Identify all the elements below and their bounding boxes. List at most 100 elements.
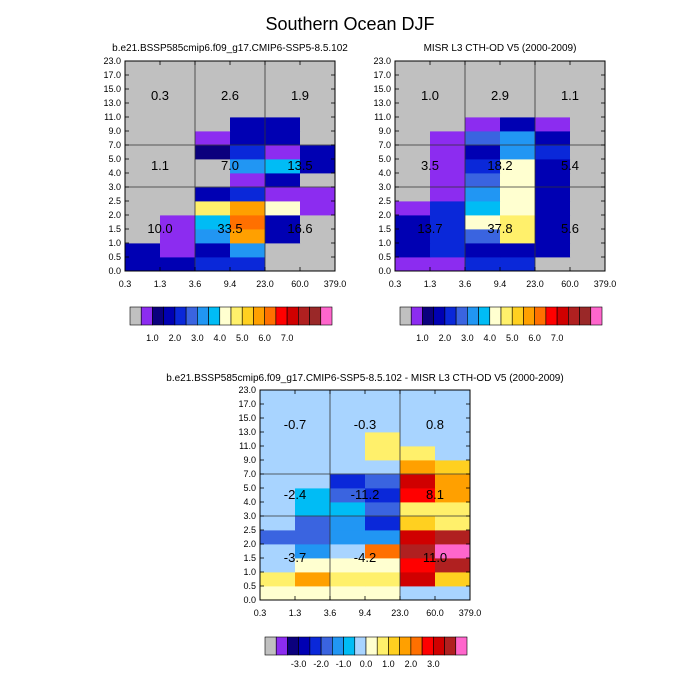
region-value-label: 7.0: [221, 158, 239, 173]
region-value-label: -0.7: [284, 417, 306, 432]
colorbar-swatch: [343, 636, 356, 656]
heatmap-cell: [465, 187, 501, 202]
heatmap-cell: [535, 145, 571, 160]
heatmap-cell: [430, 117, 466, 132]
colorbar-swatch: [365, 636, 378, 656]
heatmap-cell: [195, 229, 231, 244]
y-tick-label: 2.0: [378, 210, 391, 220]
y-tick-label: 11.0: [239, 441, 256, 451]
heatmap-cell: [570, 117, 606, 132]
region-value-label: -0.3: [354, 417, 376, 432]
heatmap-cell: [435, 418, 471, 433]
heatmap-cell: [330, 516, 366, 531]
heatmap-cell: [400, 516, 436, 531]
heatmap-cell: [570, 61, 606, 76]
heatmap-cell: [435, 404, 471, 419]
y-tick-label: 1.0: [108, 238, 121, 248]
heatmap-cell: [265, 89, 301, 104]
heatmap-cell: [160, 243, 196, 258]
colorbar-label: 2.0: [169, 333, 182, 343]
colorbar-swatch: [455, 306, 468, 326]
heatmap-cell: [230, 173, 266, 188]
region-value-label: 13.5: [287, 158, 312, 173]
colorbar-swatch: [286, 306, 299, 326]
colorbar-swatch: [241, 306, 254, 326]
y-tick-label: 1.5: [243, 553, 256, 563]
heatmap-cell: [365, 544, 401, 559]
heatmap-cell: [365, 390, 401, 405]
heatmap-cell: [230, 201, 266, 216]
heatmap-cell: [125, 159, 161, 174]
heatmap-cell: [395, 229, 431, 244]
x-tick-label: 3.6: [324, 608, 337, 618]
heatmap-cell: [435, 516, 471, 531]
colorbar-swatch: [253, 306, 265, 326]
heatmap-cell: [195, 173, 231, 188]
x-tick-label: 3.6: [189, 279, 202, 289]
heatmap-cell: [465, 103, 501, 118]
heatmap-cell: [160, 117, 196, 132]
heatmap-cell: [395, 61, 431, 76]
heatmap-cell: [500, 61, 536, 76]
colorbar-label: 5.0: [506, 333, 519, 343]
heatmap-cell: [535, 187, 571, 202]
heatmap-cell: [295, 502, 331, 517]
heatmap-cell: [465, 145, 501, 160]
heatmap-cell: [260, 530, 296, 545]
y-tick-label: 3.0: [378, 182, 391, 192]
heatmap-cell: [330, 572, 366, 587]
heatmap-cell: [300, 201, 336, 216]
heatmap-cell: [500, 131, 536, 146]
heatmap-cell: [570, 89, 606, 104]
y-tick-label: 5.0: [378, 154, 391, 164]
heatmap-cell: [435, 586, 471, 601]
y-tick-label: 4.0: [243, 497, 256, 507]
colorbar-label: -1.0: [336, 659, 352, 669]
heatmap-cell: [435, 502, 471, 517]
heatmap-cell: [295, 460, 331, 475]
heatmap-cell: [535, 257, 571, 272]
colorbar-swatch: [489, 306, 502, 326]
heatmap-cell: [570, 131, 606, 146]
heatmap-cell: [430, 89, 466, 104]
heatmap-cell: [395, 187, 431, 202]
heatmap-cell: [330, 418, 366, 433]
heatmap-cell: [535, 89, 571, 104]
heatmap-cell: [395, 215, 431, 230]
heatmap-cell: [465, 215, 501, 230]
region-value-label: 5.6: [561, 221, 579, 236]
heatmap-cell: [125, 131, 161, 146]
heatmap-cell: [365, 558, 401, 573]
colorbar-swatch: [140, 306, 153, 326]
heatmap-cell: [365, 586, 401, 601]
heatmap-cell: [260, 474, 296, 489]
heatmap-cell: [570, 243, 606, 258]
heatmap-cell: [160, 131, 196, 146]
y-tick-label: 2.0: [108, 210, 121, 220]
heatmap-cell: [365, 502, 401, 517]
colorbar-swatch: [500, 306, 513, 326]
colorbar-swatch: [478, 306, 491, 326]
y-tick-label: 4.0: [378, 168, 391, 178]
x-tick-label: 379.0: [594, 279, 617, 289]
heatmap-cell: [570, 257, 606, 272]
heatmap-cell: [400, 446, 436, 461]
heatmap-cell: [265, 61, 301, 76]
heatmap-cell: [465, 159, 501, 174]
y-tick-label: 0.0: [378, 266, 391, 276]
heatmap-cell: [570, 187, 606, 202]
heatmap-cell: [265, 215, 301, 230]
colorbar-swatch: [152, 306, 164, 326]
panel-title: MISR L3 CTH-OD V5 (2000-2009): [424, 43, 577, 54]
heatmap-cell: [260, 488, 296, 503]
heatmap-cell: [125, 75, 161, 90]
region-value-label: 1.9: [291, 88, 309, 103]
colorbar-swatch: [354, 636, 367, 656]
x-tick-label: 1.3: [154, 279, 167, 289]
colorbar-swatch: [579, 306, 592, 326]
colorbar-swatch: [511, 306, 524, 326]
heatmap-cell: [265, 159, 301, 174]
x-tick-label: 379.0: [324, 279, 347, 289]
y-tick-label: 23.0: [103, 56, 121, 66]
heatmap-cell: [430, 159, 466, 174]
